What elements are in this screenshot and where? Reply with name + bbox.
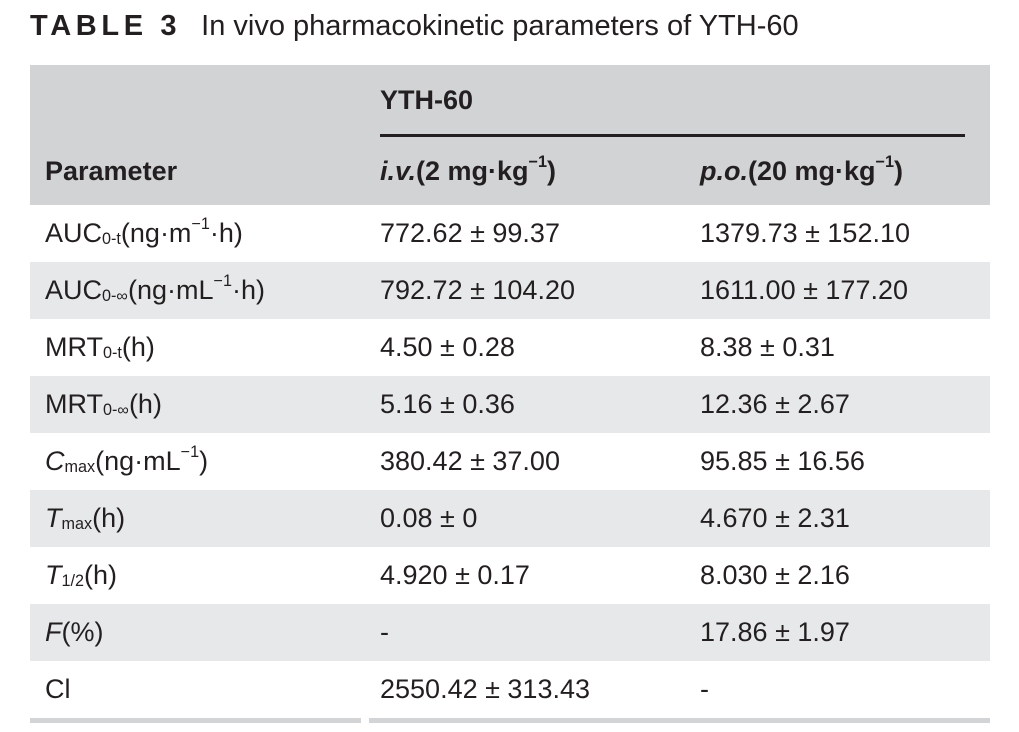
parameter-cell: MRT 0-t (h) (45, 332, 155, 362)
po-value-cell: - (700, 674, 709, 704)
parameter-cell: T 1/2 (h) (45, 560, 118, 590)
group-header-label: YTH-60 (380, 85, 474, 115)
group-header-row: YTH-60 (30, 65, 990, 137)
table-row: MRT 0-∞ (h) 5.16 ± 0.36 12.36 ± 2.67 (30, 376, 990, 433)
po-value-cell: 8.030 ± 2.16 (700, 560, 850, 590)
po-value-cell: 17.86 ± 1.97 (700, 617, 850, 647)
bottom-border-left-segment (30, 718, 361, 723)
table-row: AUC 0-∞ (ng·mL −1 ·h) 792.72 ± 104.20 1611.… (30, 262, 990, 319)
po-value-cell: 8.38 ± 0.31 (700, 332, 835, 362)
table-row: MRT 0-t (h) 4.50 ± 0.28 8.38 ± 0.31 (30, 319, 990, 376)
po-value-cell: 1379.73 ± 152.10 (700, 218, 911, 248)
iv-value-cell: 380.42 ± 37.00 (380, 446, 560, 476)
table-row: AUC 0-t (ng·m −1 ·h) 772.62 ± 99.37 1379.73… (30, 205, 990, 262)
table-body: AUC 0-t (ng·m −1 ·h) 772.62 ± 99.37 1379.73… (30, 205, 990, 718)
iv-value-cell: 5.16 ± 0.36 (380, 389, 515, 419)
parameter-cell: Cl (45, 674, 71, 704)
pharmacokinetics-table: YTH-60 Parameter i.v. (2 mg·kg −1) p.o. (… (30, 65, 990, 723)
iv-value-cell: 4.50 ± 0.28 (380, 332, 515, 362)
bottom-border-gap (361, 718, 369, 723)
po-value-cell: 12.36 ± 2.67 (700, 389, 850, 419)
column-header-iv: i.v. (2 mg·kg −1) (380, 152, 557, 186)
group-header-cell: YTH-60 (365, 85, 990, 137)
iv-value-cell: - (380, 617, 389, 647)
parameter-cell: AUC 0-∞ (ng·mL −1 ·h) (45, 272, 265, 305)
group-header-rule (380, 134, 965, 137)
table-caption: TABLE 3 In vivo pharmacokinetic parameter… (30, 10, 999, 43)
bottom-border-right-segment (369, 718, 990, 723)
iv-value-cell: 4.920 ± 0.17 (380, 560, 530, 590)
column-header-row: Parameter i.v. (2 mg·kg −1) p.o. (20 mg·k… (30, 137, 990, 205)
iv-value-cell: 792.72 ± 104.20 (380, 275, 575, 305)
table-bottom-border (30, 718, 990, 723)
table-header: YTH-60 Parameter i.v. (2 mg·kg −1) p.o. (… (30, 65, 990, 205)
parameter-cell: AUC 0-t (ng·m −1 ·h) (45, 215, 243, 248)
column-header-po: p.o. (20 mg·kg −1) (700, 152, 903, 186)
parameter-cell: MRT 0-∞ (h) (45, 389, 162, 419)
po-value-cell: 95.85 ± 16.56 (700, 446, 865, 476)
parameter-cell: F (%) (45, 617, 104, 647)
table-row: T 1/2 (h) 4.920 ± 0.17 8.030 ± 2.16 (30, 547, 990, 604)
table-caption-text: In vivo pharmacokinetic parameters of YT… (201, 10, 799, 42)
table-number: TABLE 3 (30, 10, 182, 42)
table-row: Cl 2550.42 ± 313.43 - (30, 661, 990, 718)
iv-value-cell: 772.62 ± 99.37 (380, 218, 560, 248)
po-value-cell: 4.670 ± 2.31 (700, 503, 850, 533)
column-header-parameter: Parameter (45, 155, 178, 186)
table-row: F (%) - 17.86 ± 1.97 (30, 604, 990, 661)
iv-value-cell: 0.08 ± 0 (380, 503, 478, 533)
po-value-cell: 1611.00 ± 177.20 (700, 275, 908, 305)
iv-value-cell: 2550.42 ± 313.43 (380, 674, 591, 704)
